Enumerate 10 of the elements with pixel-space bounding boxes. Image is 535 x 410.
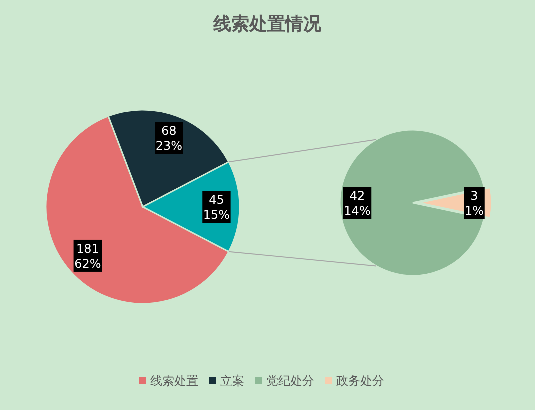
legend-label: 线索处置 [150, 374, 198, 388]
legend-label: 党纪处分 [266, 374, 314, 388]
data-label: 3 1% [464, 189, 484, 218]
legend-label: 政务处分 [336, 374, 384, 388]
data-label: 68 23% [156, 124, 183, 154]
legend-label: 立案 [220, 374, 244, 388]
chart-title: 线索处置情况 [212, 14, 322, 35]
data-label: 181 62% [74, 242, 102, 271]
data-label: 42 14% [344, 189, 371, 218]
data-label: 45 15% [203, 193, 230, 222]
